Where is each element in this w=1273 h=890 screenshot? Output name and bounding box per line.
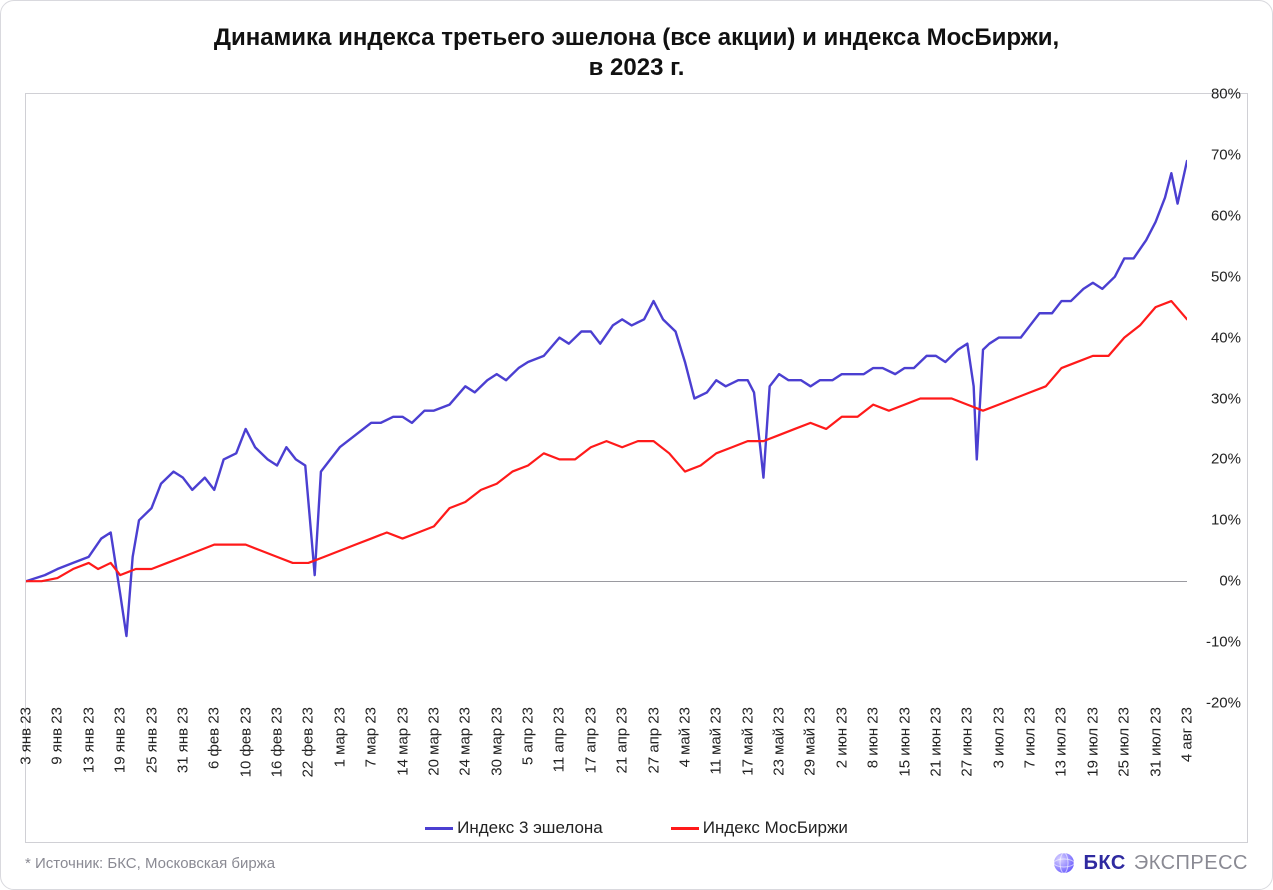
x-tick-label: 27 апр 23 bbox=[645, 707, 662, 774]
x-tick-label: 4 май 23 bbox=[676, 707, 693, 767]
y-tick-label: 0% bbox=[1219, 573, 1241, 590]
x-tick-label: 13 янв 23 bbox=[80, 707, 97, 773]
x-tick-label: 24 мар 23 bbox=[457, 707, 474, 776]
x-tick-label: 1 мар 23 bbox=[331, 707, 348, 767]
x-tick-label: 11 апр 23 bbox=[551, 707, 568, 772]
x-tick-label: 19 июл 23 bbox=[1084, 707, 1101, 777]
legend-item: Индекс МосБиржи bbox=[671, 818, 848, 837]
x-tick-label: 30 мар 23 bbox=[488, 707, 505, 776]
y-tick-label: 50% bbox=[1211, 268, 1241, 285]
x-tick-label: 9 янв 23 bbox=[49, 707, 66, 765]
x-tick-label: 7 июл 23 bbox=[1022, 707, 1039, 768]
y-axis: -20%-10%0%10%20%30%40%50%60%70%80% bbox=[1187, 94, 1247, 703]
source-note: * Источник: БКС, Московская биржа bbox=[25, 855, 275, 872]
legend-label: Индекс 3 эшелона bbox=[457, 818, 603, 837]
x-tick-label: 14 мар 23 bbox=[394, 707, 411, 776]
brand-text-2: ЭКСПРЕСС bbox=[1134, 852, 1248, 875]
x-tick-label: 21 июн 23 bbox=[927, 707, 944, 777]
y-tick-label: 60% bbox=[1211, 207, 1241, 224]
y-tick-label: 80% bbox=[1211, 86, 1241, 103]
x-tick-label: 7 мар 23 bbox=[363, 707, 380, 767]
x-tick-label: 23 май 23 bbox=[771, 707, 788, 776]
brand-icon bbox=[1052, 851, 1076, 875]
x-tick-label: 22 фев 23 bbox=[300, 707, 317, 777]
x-tick-label: 25 июл 23 bbox=[1116, 707, 1133, 777]
x-tick-label: 2 июн 23 bbox=[833, 707, 850, 768]
x-tick-label: 13 июл 23 bbox=[1053, 707, 1070, 777]
y-tick-label: -10% bbox=[1206, 634, 1241, 651]
legend-swatch bbox=[671, 827, 699, 830]
x-tick-label: 5 апр 23 bbox=[520, 707, 537, 765]
legend: Индекс 3 эшелона Индекс МосБиржи bbox=[26, 808, 1247, 842]
plot-area bbox=[26, 94, 1187, 703]
y-tick-label: 30% bbox=[1211, 390, 1241, 407]
x-tick-label: 3 июл 23 bbox=[990, 707, 1007, 768]
y-tick-label: 40% bbox=[1211, 329, 1241, 346]
brand: БКС ЭКСПРЕСС bbox=[1052, 851, 1248, 875]
x-tick-label: 31 июл 23 bbox=[1147, 707, 1164, 777]
x-tick-label: 10 фев 23 bbox=[237, 707, 254, 777]
x-tick-label: 3 янв 23 bbox=[18, 707, 35, 765]
x-tick-label: 20 мар 23 bbox=[425, 707, 442, 776]
chart-card: Динамика индекса третьего эшелона (все а… bbox=[0, 0, 1273, 890]
legend-label: Индекс МосБиржи bbox=[703, 818, 848, 837]
x-tick-label: 8 июн 23 bbox=[865, 707, 882, 768]
x-tick-label: 29 май 23 bbox=[802, 707, 819, 776]
x-tick-label: 6 фев 23 bbox=[206, 707, 223, 769]
legend-item: Индекс 3 эшелона bbox=[425, 818, 603, 837]
x-tick-label: 17 апр 23 bbox=[582, 707, 599, 774]
brand-text-1: БКС bbox=[1084, 852, 1126, 875]
chart-frame: -20%-10%0%10%20%30%40%50%60%70%80% 3 янв… bbox=[25, 93, 1248, 843]
y-tick-label: 70% bbox=[1211, 146, 1241, 163]
x-tick-label: 4 авг 23 bbox=[1179, 707, 1196, 762]
legend-swatch bbox=[425, 827, 453, 830]
x-tick-label: 25 янв 23 bbox=[143, 707, 160, 773]
x-tick-label: 16 фев 23 bbox=[269, 707, 286, 777]
footer: * Источник: БКС, Московская биржа БКС ЭК… bbox=[25, 843, 1248, 875]
y-tick-label: 20% bbox=[1211, 451, 1241, 468]
x-axis: 3 янв 239 янв 2313 янв 2319 янв 2325 янв… bbox=[26, 703, 1247, 808]
plot-row: -20%-10%0%10%20%30%40%50%60%70%80% bbox=[26, 94, 1247, 703]
series-line bbox=[26, 301, 1187, 581]
x-tick-label: 27 июн 23 bbox=[959, 707, 976, 777]
x-tick-label: 31 янв 23 bbox=[174, 707, 191, 773]
plot-svg bbox=[26, 94, 1187, 703]
x-tick-label: 17 май 23 bbox=[739, 707, 756, 776]
x-tick-label: 19 янв 23 bbox=[112, 707, 129, 773]
y-tick-label: 10% bbox=[1211, 512, 1241, 529]
x-tick-label: 15 июн 23 bbox=[896, 707, 913, 777]
chart-title: Динамика индекса третьего эшелона (все а… bbox=[25, 23, 1248, 83]
x-tick-label: 11 май 23 bbox=[708, 707, 725, 775]
x-tick-label: 21 апр 23 bbox=[614, 707, 631, 774]
